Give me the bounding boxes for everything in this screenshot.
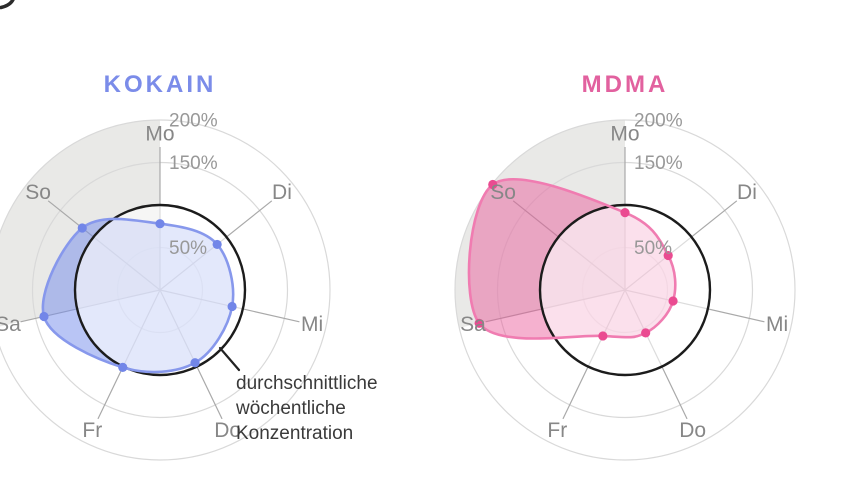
tick-label-50: 50% (169, 238, 207, 259)
radar-chart-mdma: 200% 150% 50% Mo Di Mi Do Fr Sa So (454, 111, 796, 461)
chart-title-kokain: KOKAIN (103, 70, 217, 98)
chart-title-mdma: MDMA (581, 70, 669, 98)
reference-disc-overlay (75, 205, 245, 375)
axis-label-sa: Sa (0, 313, 21, 336)
data-point-mdma-do[interactable] (641, 328, 651, 338)
data-point-mdma-sa[interactable] (474, 318, 484, 328)
grid-ring-200 (0, 119, 331, 461)
tick-label-200: 200% (634, 111, 683, 132)
data-point-mdma-mi[interactable] (668, 296, 678, 306)
data-point-kokain-di[interactable] (212, 239, 222, 250)
axis-label-fr: Fr (547, 419, 567, 442)
axis-label-do: Do (214, 419, 241, 442)
axis-label-mo: Mo (610, 123, 639, 146)
reference-circle-100 (538, 203, 712, 377)
tick-label-50: 50% (634, 238, 672, 259)
data-point-mdma-so[interactable] (488, 179, 498, 190)
reference-circle-100 (73, 203, 247, 377)
data-point-mdma-mo[interactable] (620, 208, 630, 218)
data-point-kokain-fr[interactable] (118, 362, 128, 372)
axis-label-mi: Mi (301, 313, 323, 336)
data-point-kokain-do[interactable] (190, 358, 200, 368)
data-point-mdma-fr[interactable] (598, 331, 608, 341)
axis-label-di: Di (272, 181, 292, 204)
tick-label-150: 150% (634, 153, 683, 174)
data-point-kokain-so[interactable] (77, 223, 87, 233)
data-point-kokain-sa[interactable] (39, 311, 49, 322)
data-point-mdma-di[interactable] (663, 250, 673, 261)
axis-label-di: Di (737, 181, 757, 204)
axis-label-do: Do (679, 419, 706, 442)
tick-label-200: 200% (169, 111, 218, 132)
data-point-kokain-mo[interactable] (155, 219, 165, 229)
grid-ring-200 (454, 119, 796, 461)
tick-label-150: 150% (169, 153, 218, 174)
axis-label-mo: Mo (145, 123, 174, 146)
cutoff-text-fragment (0, 0, 15, 10)
reference-disc-overlay (540, 205, 710, 375)
axis-label-so: So (25, 181, 51, 204)
annotation-leader-line (218, 346, 241, 372)
axis-label-fr: Fr (82, 419, 102, 442)
axis-label-so: So (490, 181, 516, 204)
axis-label-mi: Mi (766, 313, 788, 336)
reference-annotation: durchschnittliche wöchentliche Konzentra… (236, 373, 378, 444)
radar-chart-kokain: 200% 150% 50% Mo Di Mi Do Fr Sa So (0, 111, 331, 461)
data-point-kokain-mi[interactable] (227, 301, 237, 312)
axis-label-sa: Sa (460, 313, 486, 336)
